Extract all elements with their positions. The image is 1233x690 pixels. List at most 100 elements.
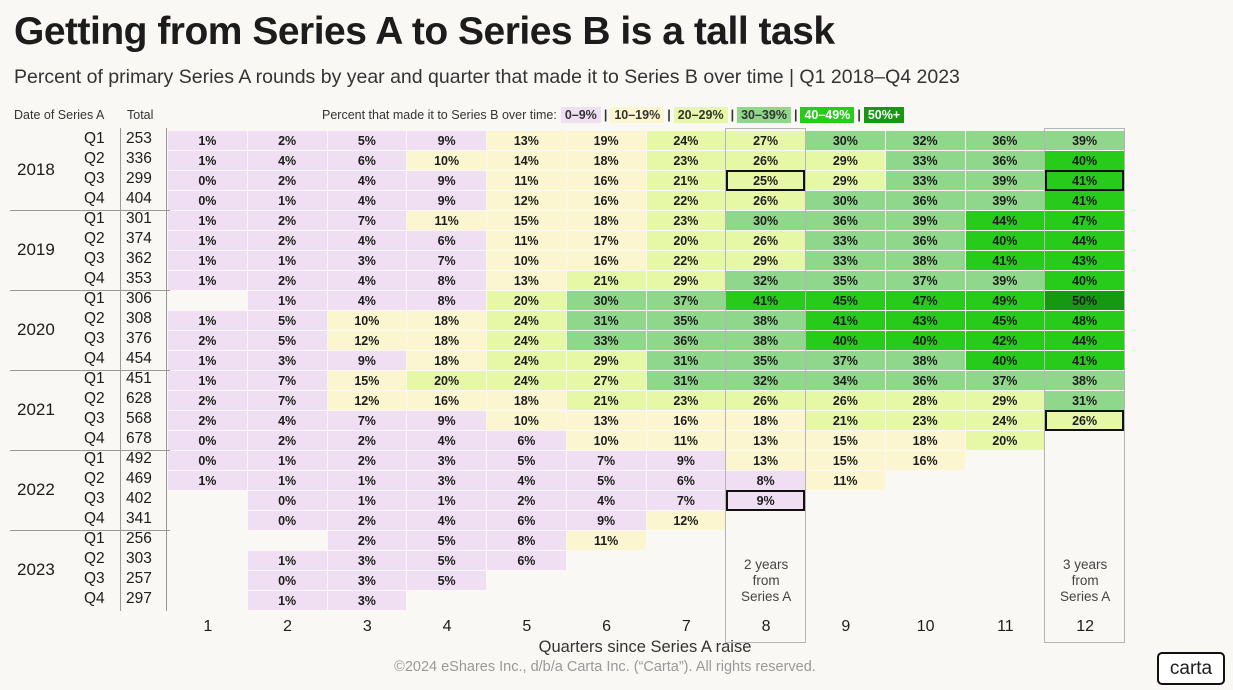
heatmap-cell: 6% <box>487 551 566 570</box>
heatmap-cell: 38% <box>885 251 965 270</box>
row-quarter-label: Q4 <box>84 590 105 607</box>
heatmap-cell: 33% <box>566 331 646 350</box>
row-quarter-label: Q2 <box>84 470 105 487</box>
row-total: 376 <box>126 330 152 347</box>
heatmap-cell: 1% <box>247 471 327 490</box>
heatmap-cell: 29% <box>566 351 646 370</box>
row-total: 253 <box>126 130 152 147</box>
legend-item: 50%+ <box>863 107 905 123</box>
heatmap-cell: 37% <box>885 271 965 290</box>
heatmap-cell: 2% <box>327 431 407 450</box>
heatmap-cell: 1% <box>247 251 327 270</box>
legend-separator: | <box>730 108 735 122</box>
heatmap-cell: 24% <box>487 311 566 330</box>
heatmap-cell: 11% <box>407 211 486 230</box>
heatmap-cell: 28% <box>885 391 965 410</box>
heatmap-cell: 2% <box>168 391 247 410</box>
year-separator <box>10 450 170 451</box>
row-quarter-label: Q3 <box>84 250 105 267</box>
heatmap-cell: 38% <box>726 311 805 330</box>
heatmap-cell: 7% <box>247 371 327 390</box>
heatmap-cell: 40% <box>1045 271 1124 290</box>
heatmap-cell: 26% <box>726 151 805 170</box>
heatmap-cell: 13% <box>487 271 566 290</box>
heatmap-cell: 18% <box>407 351 486 370</box>
heatmap-cell: 18% <box>566 211 646 230</box>
heatmap-cell: 12% <box>646 511 726 530</box>
heatmap-cell: 5% <box>566 471 646 490</box>
heatmap-cell: 26% <box>806 391 885 410</box>
heatmap-cell: 0% <box>168 171 247 190</box>
heatmap-cell: 30% <box>726 211 805 230</box>
row-total: 306 <box>126 290 152 307</box>
date-column-header: Date of Series A <box>14 108 105 122</box>
heatmap-cell: 29% <box>726 251 805 270</box>
divider-line <box>120 128 121 611</box>
row-quarter-label: Q2 <box>84 550 105 567</box>
row-total: 628 <box>126 390 152 407</box>
row-total: 336 <box>126 150 152 167</box>
heatmap-cell: 35% <box>806 271 885 290</box>
heatmap-cell: 2% <box>168 411 247 430</box>
heatmap-cell: 11% <box>646 431 726 450</box>
legend-item: 10–19% <box>610 107 665 123</box>
heatmap-cell: 12% <box>327 331 407 350</box>
heatmap-cell: 20% <box>965 431 1045 450</box>
heatmap-cell: 30% <box>566 291 646 310</box>
row-year-label: 2021 <box>17 400 55 419</box>
heatmap-cell: 40% <box>1045 151 1124 170</box>
heatmap-cell: 47% <box>1045 211 1124 230</box>
chart-subtitle: Percent of primary Series A rounds by ye… <box>14 66 960 88</box>
x-tick-label: 11 <box>997 618 1014 635</box>
heatmap-cell: 4% <box>566 491 646 510</box>
row-year-label: 2022 <box>17 480 55 499</box>
heatmap-cell: 4% <box>407 431 486 450</box>
heatmap-cell: 18% <box>726 411 805 430</box>
highlight-column-frame <box>1044 128 1125 643</box>
heatmap-cell: 40% <box>885 331 965 350</box>
heatmap-cell: 29% <box>806 171 885 190</box>
legend-label: Percent that made it to Series B over ti… <box>322 108 557 122</box>
heatmap-cell: 19% <box>566 131 646 150</box>
heatmap-cell: 7% <box>327 211 407 230</box>
row-quarter-label: Q1 <box>84 530 105 547</box>
heatmap-cell: 27% <box>566 371 646 390</box>
heatmap-cell: 2% <box>247 131 327 150</box>
row-total: 451 <box>126 370 152 387</box>
heatmap-cell: 33% <box>806 251 885 270</box>
heatmap-cell: 2% <box>327 511 407 530</box>
heatmap-cell: 40% <box>965 231 1045 250</box>
total-column-header: Total <box>127 108 154 122</box>
heatmap-cell: 3% <box>327 571 407 590</box>
heatmap-cell: 2% <box>327 451 407 470</box>
highlight-box <box>1045 170 1124 191</box>
heatmap-cell: 16% <box>566 251 646 270</box>
row-quarter-label: Q1 <box>84 210 105 227</box>
heatmap-cell: 22% <box>646 251 726 270</box>
heatmap-cell: 8% <box>407 271 486 290</box>
x-tick-label: 5 <box>522 618 532 635</box>
heatmap-cell: 5% <box>407 571 486 590</box>
heatmap-cell: 24% <box>646 131 726 150</box>
heatmap-cell: 33% <box>885 151 965 170</box>
heatmap-cell: 40% <box>806 331 885 350</box>
column-note: 2 years from Series A <box>740 557 792 604</box>
year-separator <box>10 530 170 531</box>
legend-item: 40–49% <box>800 107 855 123</box>
row-quarter-label: Q2 <box>84 150 105 167</box>
heatmap-cell: 41% <box>1045 171 1124 190</box>
legend-separator: | <box>793 108 798 122</box>
heatmap-cell: 18% <box>407 331 486 350</box>
heatmap-cell: 9% <box>407 171 486 190</box>
row-total: 301 <box>126 210 152 227</box>
heatmap-cell: 1% <box>168 251 247 270</box>
heatmap-cell: 41% <box>806 311 885 330</box>
x-tick-label: 8 <box>761 618 771 635</box>
row-year-label: 2019 <box>17 240 55 259</box>
heatmap-cell: 18% <box>885 431 965 450</box>
heatmap-cell: 7% <box>247 391 327 410</box>
row-quarter-label: Q1 <box>84 290 105 307</box>
heatmap-cell: 23% <box>646 151 726 170</box>
heatmap-cell: 23% <box>885 411 965 430</box>
